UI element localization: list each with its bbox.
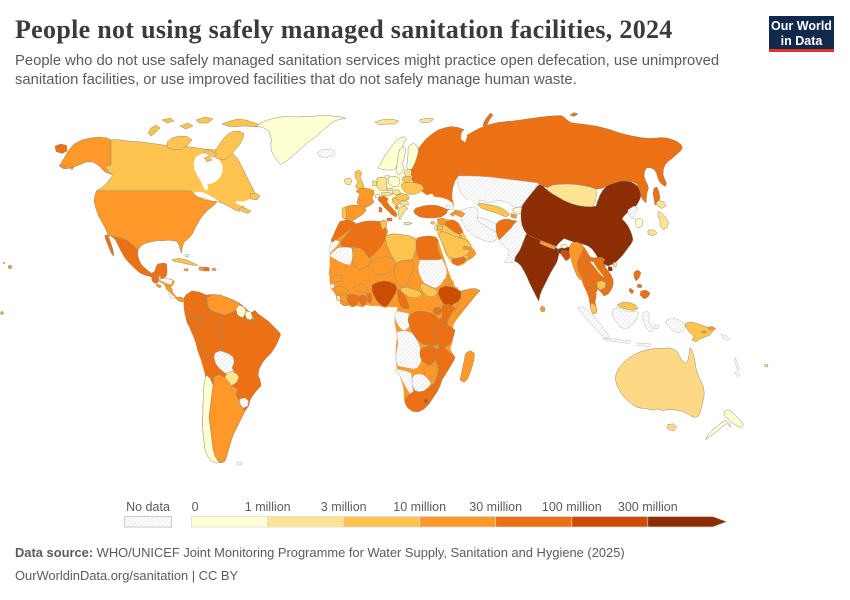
svg-text:0: 0 xyxy=(192,500,199,514)
svg-text:100 million: 100 million xyxy=(542,500,602,514)
svg-text:3 million: 3 million xyxy=(321,500,367,514)
svg-text:300 million: 300 million xyxy=(618,500,678,514)
svg-text:30 million: 30 million xyxy=(469,500,522,514)
svg-text:10 million: 10 million xyxy=(393,500,446,514)
svg-text:1 million: 1 million xyxy=(245,500,291,514)
